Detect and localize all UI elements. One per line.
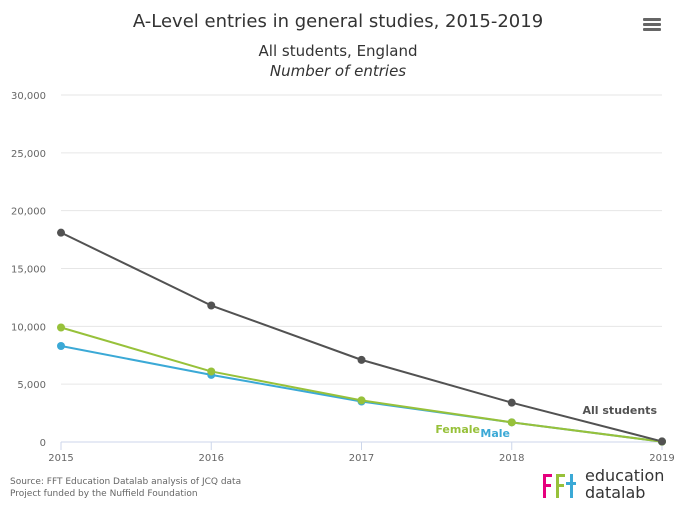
data-point	[57, 341, 65, 350]
y-tick-label: 25,000	[11, 149, 46, 160]
education-datalab-logo: education datalab	[541, 466, 671, 506]
logo-wordmark: education datalab	[585, 467, 664, 501]
fft-logo-mark-icon	[543, 474, 576, 498]
hamburger-menu-icon-bar	[643, 28, 661, 31]
logo-word-datalab: datalab	[585, 483, 646, 502]
y-tick-label: 10,000	[11, 322, 46, 333]
data-point	[207, 367, 216, 376]
chart-menu-button[interactable]	[640, 16, 664, 36]
y-tick-label: 15,000	[11, 265, 46, 276]
y-tick-label: 0	[40, 438, 46, 449]
x-tick-label: 2017	[349, 453, 374, 464]
data-point	[658, 437, 666, 446]
subtitle-line-1: All students, England	[258, 42, 418, 60]
y-tick-label: 20,000	[11, 207, 46, 218]
data-point	[507, 418, 516, 427]
logo-word-education: education	[585, 466, 665, 485]
data-point	[357, 396, 366, 405]
x-tick-label: 2018	[499, 453, 524, 464]
x-tick-label: 2019	[649, 453, 674, 464]
series-line	[60, 231, 663, 443]
source-note: Source: FFT Education Datalab analysis o…	[10, 476, 241, 500]
source-line-2: Project funded by the Nuffield Foundatio…	[10, 489, 198, 499]
data-point	[507, 398, 516, 407]
y-tick-label: 5,000	[17, 380, 46, 391]
series-label: Female	[435, 423, 480, 436]
subtitle-line-2: Number of entries	[269, 62, 407, 80]
hamburger-menu-icon-bar	[643, 23, 661, 26]
chart-subtitle: All students, England Number of entries	[0, 41, 676, 81]
series-label: Male	[480, 427, 510, 440]
hamburger-menu-icon-bar	[643, 18, 661, 21]
series-label: All students	[583, 404, 658, 417]
data-point	[207, 301, 216, 310]
x-tick-label: 2016	[199, 453, 224, 464]
data-point	[357, 355, 366, 364]
data-point	[57, 323, 65, 332]
chart-title: A-Level entries in general studies, 2015…	[132, 11, 544, 32]
y-tick-label: 30,000	[11, 91, 46, 102]
x-tick-label: 2015	[48, 453, 73, 464]
source-line-1: Source: FFT Education Datalab analysis o…	[10, 477, 242, 487]
data-point	[57, 228, 65, 237]
